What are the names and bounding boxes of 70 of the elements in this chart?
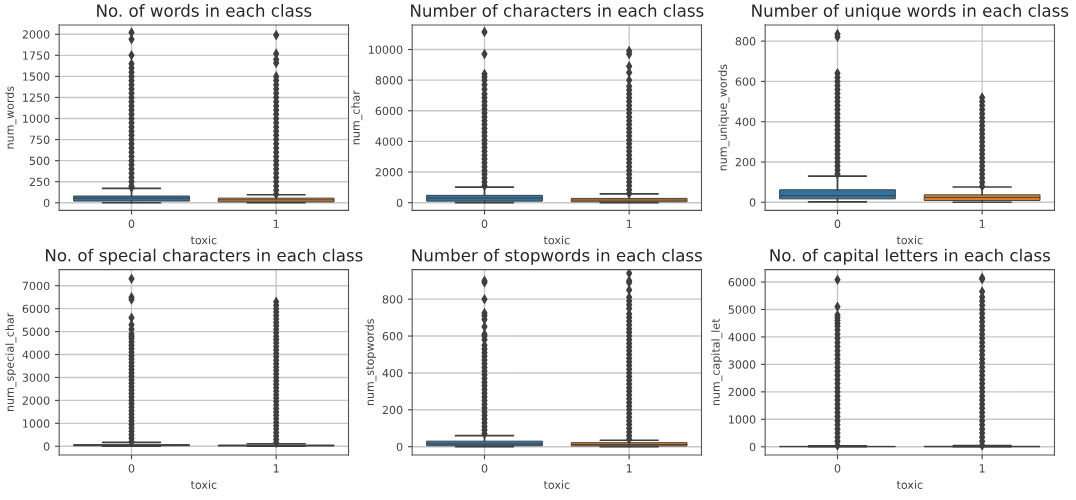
x-axis-title: toxic <box>190 480 217 489</box>
y-tick-label: 0 <box>749 198 756 207</box>
y-tick-label: 10000 <box>369 45 403 54</box>
y-tick-label: 6000 <box>22 304 50 314</box>
y-tick-label: 1000 <box>23 114 50 123</box>
x-tick-label: 0 <box>128 464 135 473</box>
y-tick-label: 5000 <box>22 327 50 336</box>
x-tick-label: 0 <box>481 464 488 473</box>
y-axis-title: num_capital_let <box>711 318 723 406</box>
y-tick-label: 2000 <box>375 168 403 177</box>
x-axis-title: toxic <box>543 480 570 489</box>
y-tick-label: 1750 <box>23 51 50 60</box>
y-tick-label: 7000 <box>22 281 50 291</box>
chart-title: Number of stopwords in each class <box>412 248 702 265</box>
y-tick-label: 1000 <box>23 419 50 428</box>
y-tick-label: 2000 <box>22 396 50 405</box>
y-axis-title: num_special_char <box>5 312 17 411</box>
y-tick-label: 1500 <box>23 72 50 81</box>
x-tick-label: 1 <box>626 219 632 228</box>
y-tick-label: 800 <box>735 37 756 46</box>
chart-title: Number of unique words in each class <box>752 4 1069 21</box>
y-tick-label: 600 <box>735 77 756 86</box>
y-axis-title: num_stopwords <box>365 319 377 406</box>
y-axis-title: num_unique_words <box>718 64 730 171</box>
y-tick-label: 4000 <box>728 332 756 342</box>
chart-title: No. of words in each class <box>97 4 312 17</box>
x-tick-label: 1 <box>979 464 985 473</box>
x-tick-label: 0 <box>834 219 841 228</box>
y-tick-label: 800 <box>382 295 403 304</box>
x-tick-label: 1 <box>273 219 279 228</box>
x-axis-title: toxic <box>896 480 923 489</box>
y-tick-label: 200 <box>735 157 756 167</box>
x-tick-label: 1 <box>626 464 632 473</box>
y-tick-label: 1000 <box>729 415 756 424</box>
x-tick-label: 0 <box>834 464 841 473</box>
x-axis-title: toxic <box>543 235 570 245</box>
y-tick-label: 0 <box>396 442 403 452</box>
y-tick-label: 400 <box>735 117 756 127</box>
y-tick-label: 8000 <box>375 76 403 85</box>
x-axis-title: toxic <box>190 235 217 245</box>
y-tick-label: 200 <box>382 405 403 415</box>
x-tick-label: 0 <box>481 219 488 228</box>
y-tick-label: 4000 <box>22 350 50 359</box>
x-tick-label: 1 <box>979 219 985 228</box>
y-tick-label: 1250 <box>23 93 50 102</box>
y-tick-label: 2000 <box>728 387 756 397</box>
y-tick-label: 500 <box>29 156 50 166</box>
chart-title: No. of special characters in each class <box>46 248 363 265</box>
y-tick-label: 5000 <box>728 305 756 314</box>
y-tick-label: 250 <box>29 177 50 187</box>
x-tick-label: 0 <box>128 219 135 228</box>
y-tick-label: 4000 <box>375 137 403 146</box>
y-tick-label: 0 <box>43 198 50 208</box>
y-tick-label: 0 <box>396 198 403 208</box>
x-tick-label: 1 <box>273 464 279 473</box>
x-axis-title: toxic <box>896 235 923 245</box>
y-tick-label: 750 <box>29 135 50 144</box>
y-axis-title: num_words <box>5 86 17 149</box>
y-tick-label: 6000 <box>375 106 403 116</box>
y-tick-label: 2000 <box>22 30 50 39</box>
y-tick-label: 400 <box>382 368 403 378</box>
y-tick-label: 600 <box>382 332 403 341</box>
chart-title: No. of capital letters in each class <box>770 248 1050 265</box>
y-axis-title: num_char <box>351 90 363 145</box>
y-tick-label: 6000 <box>728 277 756 287</box>
y-tick-label: 3000 <box>728 360 756 369</box>
y-tick-label: 0 <box>43 442 50 451</box>
y-tick-label: 0 <box>749 442 756 452</box>
chart-title: Number of characters in each class <box>411 4 704 17</box>
y-tick-label: 3000 <box>22 373 50 382</box>
